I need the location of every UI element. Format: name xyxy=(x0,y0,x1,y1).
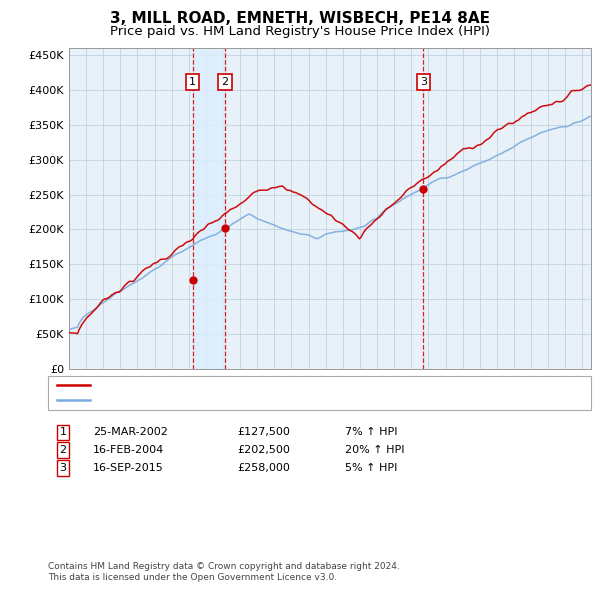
Text: Price paid vs. HM Land Registry's House Price Index (HPI): Price paid vs. HM Land Registry's House … xyxy=(110,25,490,38)
Text: 25-MAR-2002: 25-MAR-2002 xyxy=(93,428,168,437)
Text: 16-FEB-2004: 16-FEB-2004 xyxy=(93,445,164,455)
Text: 20% ↑ HPI: 20% ↑ HPI xyxy=(345,445,404,455)
Text: 2: 2 xyxy=(221,77,229,87)
Bar xyxy=(193,48,225,369)
Text: 3, MILL ROAD, EMNETH, WISBECH, PE14 8AE (detached house): 3, MILL ROAD, EMNETH, WISBECH, PE14 8AE … xyxy=(95,381,422,391)
Text: £127,500: £127,500 xyxy=(237,428,290,437)
Text: 1: 1 xyxy=(59,428,67,437)
Text: HPI: Average price, detached house, King's Lynn and West Norfolk: HPI: Average price, detached house, King… xyxy=(95,395,439,405)
Text: Contains HM Land Registry data © Crown copyright and database right 2024.: Contains HM Land Registry data © Crown c… xyxy=(48,562,400,571)
Text: 1: 1 xyxy=(189,77,196,87)
Text: 7% ↑ HPI: 7% ↑ HPI xyxy=(345,428,398,437)
Text: 3: 3 xyxy=(420,77,427,87)
Text: 3, MILL ROAD, EMNETH, WISBECH, PE14 8AE: 3, MILL ROAD, EMNETH, WISBECH, PE14 8AE xyxy=(110,11,490,26)
Text: £258,000: £258,000 xyxy=(237,463,290,473)
Text: This data is licensed under the Open Government Licence v3.0.: This data is licensed under the Open Gov… xyxy=(48,573,337,582)
Text: 2: 2 xyxy=(59,445,67,455)
Text: 3: 3 xyxy=(59,463,67,473)
Text: 5% ↑ HPI: 5% ↑ HPI xyxy=(345,463,397,473)
Text: £202,500: £202,500 xyxy=(237,445,290,455)
Text: 16-SEP-2015: 16-SEP-2015 xyxy=(93,463,164,473)
